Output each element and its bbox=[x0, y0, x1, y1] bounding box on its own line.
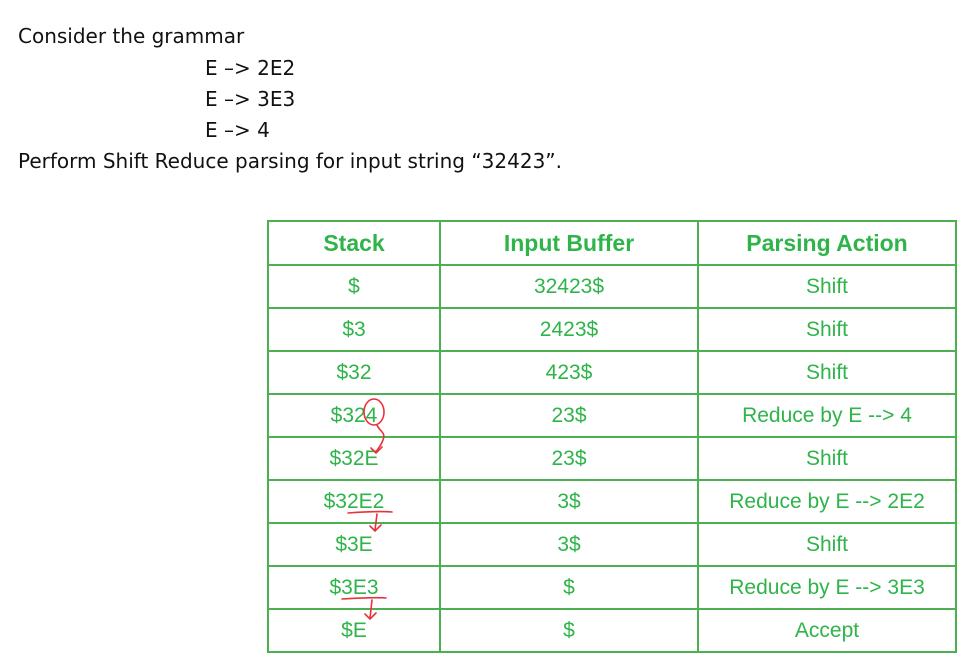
input-cell: 3$ bbox=[439, 522, 699, 567]
table-row: $3E3 $ Reduce by E --> 3E3 bbox=[267, 565, 957, 610]
input-cell: 23$ bbox=[439, 436, 699, 481]
table-row: $E $ Accept bbox=[267, 608, 957, 653]
table-header-row: Stack Input Buffer Parsing Action bbox=[267, 220, 957, 266]
stack-cell: $324 bbox=[267, 393, 441, 438]
grammar-rule: E –> 3E3 bbox=[205, 87, 296, 111]
action-cell: Reduce by E --> 3E3 bbox=[697, 565, 957, 610]
grammar-rule: E –> 2E2 bbox=[205, 56, 296, 80]
input-cell: $ bbox=[439, 608, 699, 653]
action-cell: Accept bbox=[697, 608, 957, 653]
action-cell: Reduce by E --> 2E2 bbox=[697, 479, 957, 524]
question-task: Perform Shift Reduce parsing for input s… bbox=[18, 149, 563, 173]
stack-cell: $32E bbox=[267, 436, 441, 481]
table-row: $3E 3$ Shift bbox=[267, 522, 957, 567]
action-cell: Shift bbox=[697, 350, 957, 395]
action-cell: Reduce by E --> 4 bbox=[697, 393, 957, 438]
action-cell: Shift bbox=[697, 436, 957, 481]
stack-cell: $ bbox=[267, 264, 441, 309]
parsing-table: Stack Input Buffer Parsing Action $ 3242… bbox=[267, 220, 957, 653]
stack-cell: $32 bbox=[267, 350, 441, 395]
table-row: $324 23$ Reduce by E --> 4 bbox=[267, 393, 957, 438]
header-parsing-action: Parsing Action bbox=[697, 220, 957, 266]
grammar-rule: E –> 4 bbox=[205, 118, 270, 142]
table-row: $32E2 3$ Reduce by E --> 2E2 bbox=[267, 479, 957, 524]
stack-cell: $3E3 bbox=[267, 565, 441, 610]
table-row: $3 2423$ Shift bbox=[267, 307, 957, 352]
question-intro: Consider the grammar bbox=[18, 24, 245, 48]
input-cell: $ bbox=[439, 565, 699, 610]
table-row: $32 423$ Shift bbox=[267, 350, 957, 395]
action-cell: Shift bbox=[697, 522, 957, 567]
stack-cell: $3E bbox=[267, 522, 441, 567]
input-cell: 23$ bbox=[439, 393, 699, 438]
input-cell: 32423$ bbox=[439, 264, 699, 309]
stack-cell: $32E2 bbox=[267, 479, 441, 524]
input-cell: 3$ bbox=[439, 479, 699, 524]
action-cell: Shift bbox=[697, 264, 957, 309]
input-cell: 423$ bbox=[439, 350, 699, 395]
header-input-buffer: Input Buffer bbox=[439, 220, 699, 266]
header-stack: Stack bbox=[267, 220, 441, 266]
input-cell: 2423$ bbox=[439, 307, 699, 352]
stack-cell: $3 bbox=[267, 307, 441, 352]
action-cell: Shift bbox=[697, 307, 957, 352]
table-row: $ 32423$ Shift bbox=[267, 264, 957, 309]
table-row: $32E 23$ Shift bbox=[267, 436, 957, 481]
stack-cell: $E bbox=[267, 608, 441, 653]
